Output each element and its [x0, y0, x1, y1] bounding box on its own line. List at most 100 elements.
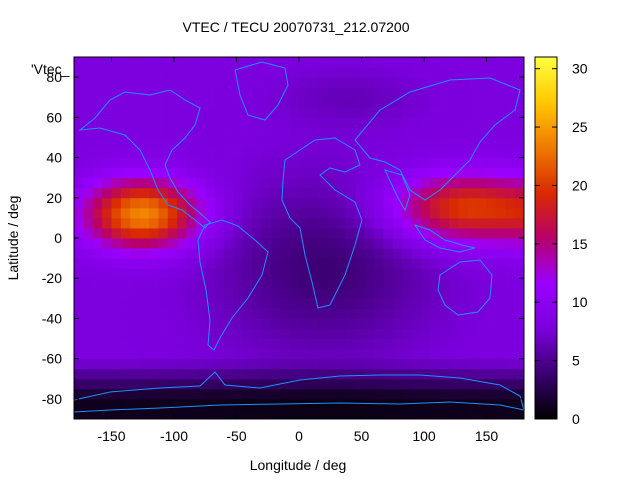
- heatmap-cell: [411, 388, 422, 400]
- heatmap-cell: [92, 238, 103, 249]
- heatmap-cell: [392, 147, 403, 159]
- heatmap-cell: [392, 217, 403, 229]
- heatmap-cell: [224, 147, 234, 159]
- heatmap-cell: [514, 378, 525, 390]
- heatmap-cell: [186, 207, 197, 219]
- heatmap-cell: [374, 318, 384, 329]
- heatmap-cell: [458, 308, 469, 319]
- heatmap-cell: [364, 398, 375, 410]
- heatmap-cell: [411, 207, 422, 219]
- heatmap-cell: [177, 127, 188, 138]
- heatmap-cell: [317, 107, 328, 118]
- heatmap-cell: [514, 227, 525, 239]
- heatmap-cell: [355, 187, 366, 199]
- heatmap-cell: [242, 388, 253, 400]
- heatmap-cell: [317, 117, 328, 128]
- heatmap-cell: [514, 167, 525, 179]
- heatmap-cell: [364, 338, 375, 350]
- heatmap-cell: [280, 368, 291, 380]
- heatmap-cell: [514, 408, 525, 420]
- heatmap-cell: [402, 87, 413, 98]
- heatmap-cell: [177, 348, 188, 360]
- heatmap-cell: [224, 368, 234, 380]
- heatmap-cell: [205, 147, 216, 159]
- heatmap-cell: [392, 157, 403, 169]
- heatmap-cell: [392, 227, 403, 239]
- heatmap-cell: [102, 147, 113, 159]
- heatmap-cell: [270, 67, 281, 78]
- heatmap-cell: [252, 107, 263, 118]
- heatmap-cell: [505, 328, 516, 340]
- heatmap-cell: [130, 408, 141, 420]
- heatmap-cell: [177, 157, 188, 169]
- heatmap-cell: [411, 368, 422, 380]
- heatmap-cell: [149, 177, 159, 189]
- heatmap-cell: [355, 388, 366, 400]
- heatmap-cell: [327, 298, 338, 309]
- heatmap-cell: [345, 147, 356, 159]
- heatmap-cell: [317, 197, 328, 209]
- heatmap-cell: [299, 258, 309, 269]
- heatmap-cell: [383, 97, 394, 108]
- heatmap-cell: [327, 167, 338, 179]
- heatmap-cell: [317, 157, 328, 169]
- heatmap-cell: [120, 117, 131, 128]
- heatmap-cell: [308, 328, 319, 340]
- heatmap-cell: [439, 248, 450, 259]
- heatmap-cell: [355, 197, 366, 209]
- heatmap-cell: [214, 117, 225, 128]
- heatmap-cell: [149, 87, 159, 98]
- heatmap-cell: [336, 278, 347, 289]
- heatmap-cell: [224, 107, 234, 118]
- heatmap-cell: [177, 248, 188, 259]
- heatmap-cell: [505, 408, 516, 420]
- colorbar-tick-label: 15: [572, 236, 588, 252]
- heatmap-cell: [467, 137, 478, 148]
- heatmap-cell: [374, 338, 384, 350]
- heatmap-cell: [383, 127, 394, 138]
- heatmap-cell: [261, 378, 272, 390]
- heatmap-cell: [158, 378, 169, 390]
- heatmap-cell: [158, 398, 169, 410]
- heatmap-cell: [495, 107, 506, 118]
- heatmap-cell: [495, 127, 506, 138]
- heatmap-cell: [149, 217, 159, 229]
- heatmap-cell: [289, 67, 300, 78]
- heatmap-cell: [336, 187, 347, 199]
- heatmap-cell: [345, 318, 356, 329]
- heatmap-cell: [270, 167, 281, 179]
- heatmap-cell: [317, 368, 328, 380]
- heatmap-cell: [495, 217, 506, 229]
- heatmap-cell: [102, 308, 113, 319]
- heatmap-cell: [364, 328, 375, 340]
- heatmap-cell: [392, 57, 403, 68]
- heatmap-cell: [477, 408, 488, 420]
- heatmap-cell: [205, 97, 216, 108]
- y-tick-label: -80: [42, 391, 62, 407]
- heatmap-cell: [430, 328, 441, 340]
- heatmap-cell: [167, 358, 178, 370]
- heatmap-cell: [195, 117, 206, 128]
- heatmap-cell: [280, 167, 291, 179]
- heatmap-cell: [83, 197, 94, 209]
- heatmap-cell: [289, 248, 300, 259]
- heatmap-cell: [505, 368, 516, 380]
- heatmap-cell: [177, 388, 188, 400]
- heatmap-cell: [364, 388, 375, 400]
- heatmap-cell: [83, 137, 94, 148]
- heatmap-cell: [74, 117, 84, 128]
- heatmap-cell: [214, 77, 225, 88]
- heatmap-cell: [336, 97, 347, 108]
- heatmap-cell: [402, 338, 413, 350]
- heatmap-cell: [270, 187, 281, 199]
- heatmap-cell: [149, 268, 159, 279]
- heatmap-cell: [486, 328, 497, 340]
- heatmap-cell: [186, 398, 197, 410]
- heatmap-cell: [224, 328, 234, 340]
- heatmap-cell: [317, 268, 328, 279]
- heatmap-cell: [261, 368, 272, 380]
- x-tick-label: 150: [475, 428, 499, 444]
- heatmap-cell: [186, 177, 197, 189]
- heatmap-cell: [355, 308, 366, 319]
- heatmap-cell: [308, 388, 319, 400]
